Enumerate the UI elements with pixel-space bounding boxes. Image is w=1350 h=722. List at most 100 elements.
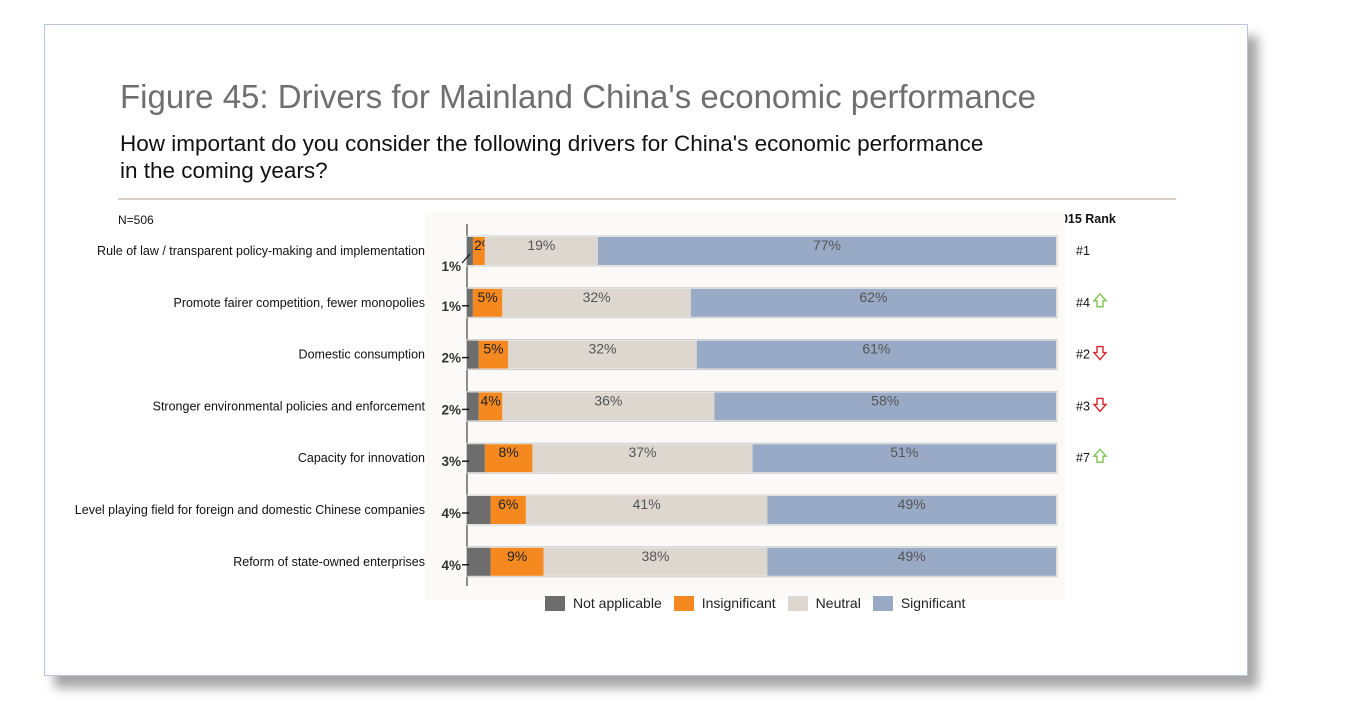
legend-label: Neutral <box>815 595 861 611</box>
value-label-neutral: 36% <box>594 392 622 408</box>
rank-column-header: 2015 Rank <box>1054 212 1116 226</box>
value-label-not-applicable: 1% <box>441 299 461 314</box>
arrow-down-icon <box>1092 397 1108 413</box>
value-label-neutral: 38% <box>641 548 669 564</box>
arrow-down-icon <box>1092 345 1108 361</box>
legend-swatch <box>872 595 893 611</box>
category-label-domestic-consumption: Domestic consumption <box>299 348 425 362</box>
bar-segment-insignificant <box>478 340 509 369</box>
rank-label: #3 <box>1076 399 1090 413</box>
bar-segment-neutral <box>543 547 768 576</box>
bar-segment-insignificant <box>490 496 526 524</box>
figure-title: Figure 45: Drivers for Mainland China's … <box>120 78 1037 115</box>
value-label-significant: 77% <box>813 237 841 253</box>
bar-segment-significant <box>597 237 1056 265</box>
value-label-neutral: 32% <box>588 341 616 357</box>
bar-segment-significant <box>752 444 1056 473</box>
value-label-neutral: 32% <box>583 289 611 305</box>
rank-label: #4 <box>1076 296 1090 310</box>
category-label-level-playing-field-for-foreign-and-dome: Level playing field for foreign and dome… <box>75 503 425 517</box>
value-label-insignificant: 5% <box>483 341 503 357</box>
figure-subtitle: How important do you consider the follow… <box>120 130 983 184</box>
value-label-not-applicable: 2% <box>441 351 461 366</box>
bar-segment-not-applicable <box>467 288 473 317</box>
bar-segment-significant <box>767 496 1056 524</box>
bar-segment-significant <box>696 340 1056 369</box>
arrow-up-icon <box>1092 448 1108 463</box>
legend-swatch <box>787 595 808 611</box>
value-label-significant: 62% <box>859 289 887 305</box>
value-label-not-applicable: 1% <box>441 259 461 274</box>
sample-size-label: N=506 <box>118 213 154 227</box>
value-label-significant: 51% <box>890 444 918 460</box>
leader-tick <box>461 253 471 264</box>
category-label-stronger-environmental-policies-and-enfo: Stronger environmental policies and enfo… <box>153 399 426 413</box>
category-label-capacity-for-innovation: Capacity for innovation <box>298 451 425 465</box>
value-label-significant: 49% <box>898 548 926 564</box>
bar-segment-neutral <box>525 496 768 524</box>
chart-legend: Not applicable Insignificant Neutral Signif… <box>545 595 977 611</box>
value-label-not-applicable: 2% <box>441 402 461 417</box>
bar-segment-neutral <box>502 288 691 317</box>
bar-segment-insignificant <box>472 237 485 265</box>
category-label-promote-fairer-competition-fewer-monopol: Promote fairer competition, fewer monopo… <box>173 296 425 310</box>
value-label-insignificant: 5% <box>477 289 497 305</box>
value-label-insignificant: 6% <box>498 496 518 512</box>
bar-segment-neutral <box>502 392 715 421</box>
bar-outline <box>466 287 1058 319</box>
value-label-neutral: 41% <box>633 496 661 512</box>
bar-segment-not-applicable <box>467 547 491 576</box>
bar-segment-significant <box>690 288 1056 317</box>
category-label-reform-of-state-owned-enterprises: Reform of state-owned enterprises <box>233 555 425 569</box>
legend-label: Significant <box>900 595 966 611</box>
bar-segment-insignificant <box>484 444 533 473</box>
bar-segment-significant <box>714 392 1056 421</box>
bar-segment-significant <box>767 547 1056 576</box>
legend-item-insignificant: Insignificant <box>673 595 776 611</box>
bar-outline <box>466 390 1058 422</box>
subtitle-line-1: How important do you consider the follow… <box>120 131 984 156</box>
bar-outline <box>466 339 1058 371</box>
legend-item-not-applicable: Not applicable <box>545 595 662 611</box>
subtitle-line-2: in the coming years? <box>120 158 328 183</box>
value-label-not-applicable: 4% <box>441 506 461 521</box>
bar-outline <box>466 235 1058 267</box>
legend-label: Insignificant <box>701 595 776 611</box>
value-label-not-applicable: 4% <box>441 558 461 573</box>
rank-label: #7 <box>1076 451 1090 465</box>
bar-outline <box>466 546 1058 578</box>
value-label-significant: 58% <box>871 392 899 408</box>
bar-segment-insignificant <box>478 392 503 421</box>
arrow-up-icon <box>1092 292 1108 308</box>
value-label-insignificant: 8% <box>499 444 519 460</box>
value-label-not-applicable: 3% <box>441 454 461 469</box>
rank-label: #2 <box>1076 348 1090 362</box>
category-label-rule-of-law-transparent-policy-making-an: Rule of law / transparent policy-making … <box>97 244 425 258</box>
bar-segment-not-applicable <box>467 237 473 265</box>
bar-segment-not-applicable <box>467 340 479 369</box>
bar-segment-insignificant <box>472 288 503 317</box>
legend-swatch <box>673 595 694 611</box>
legend-swatch <box>545 595 565 611</box>
value-label-insignificant: 9% <box>507 548 527 564</box>
rank-label: #1 <box>1076 244 1090 258</box>
bar-segment-insignificant <box>490 547 544 576</box>
title-divider <box>118 198 1176 200</box>
bar-segment-neutral <box>508 340 697 369</box>
value-label-insignificant: 4% <box>480 392 500 408</box>
value-label-neutral: 19% <box>527 237 555 253</box>
bar-segment-neutral <box>532 444 753 473</box>
legend-item-neutral: Neutral <box>787 595 861 611</box>
value-label-significant: 61% <box>862 341 890 357</box>
bar-segment-not-applicable <box>467 444 485 473</box>
bar-outline <box>466 494 1058 526</box>
value-label-significant: 49% <box>898 496 926 512</box>
bar-segment-neutral <box>484 237 598 265</box>
bar-outline <box>466 442 1058 474</box>
bar-segment-not-applicable <box>467 496 491 524</box>
bar-segment-not-applicable <box>467 392 479 421</box>
legend-label: Not applicable <box>573 595 662 611</box>
value-label-neutral: 37% <box>628 444 656 460</box>
legend-item-significant: Significant <box>872 595 966 611</box>
